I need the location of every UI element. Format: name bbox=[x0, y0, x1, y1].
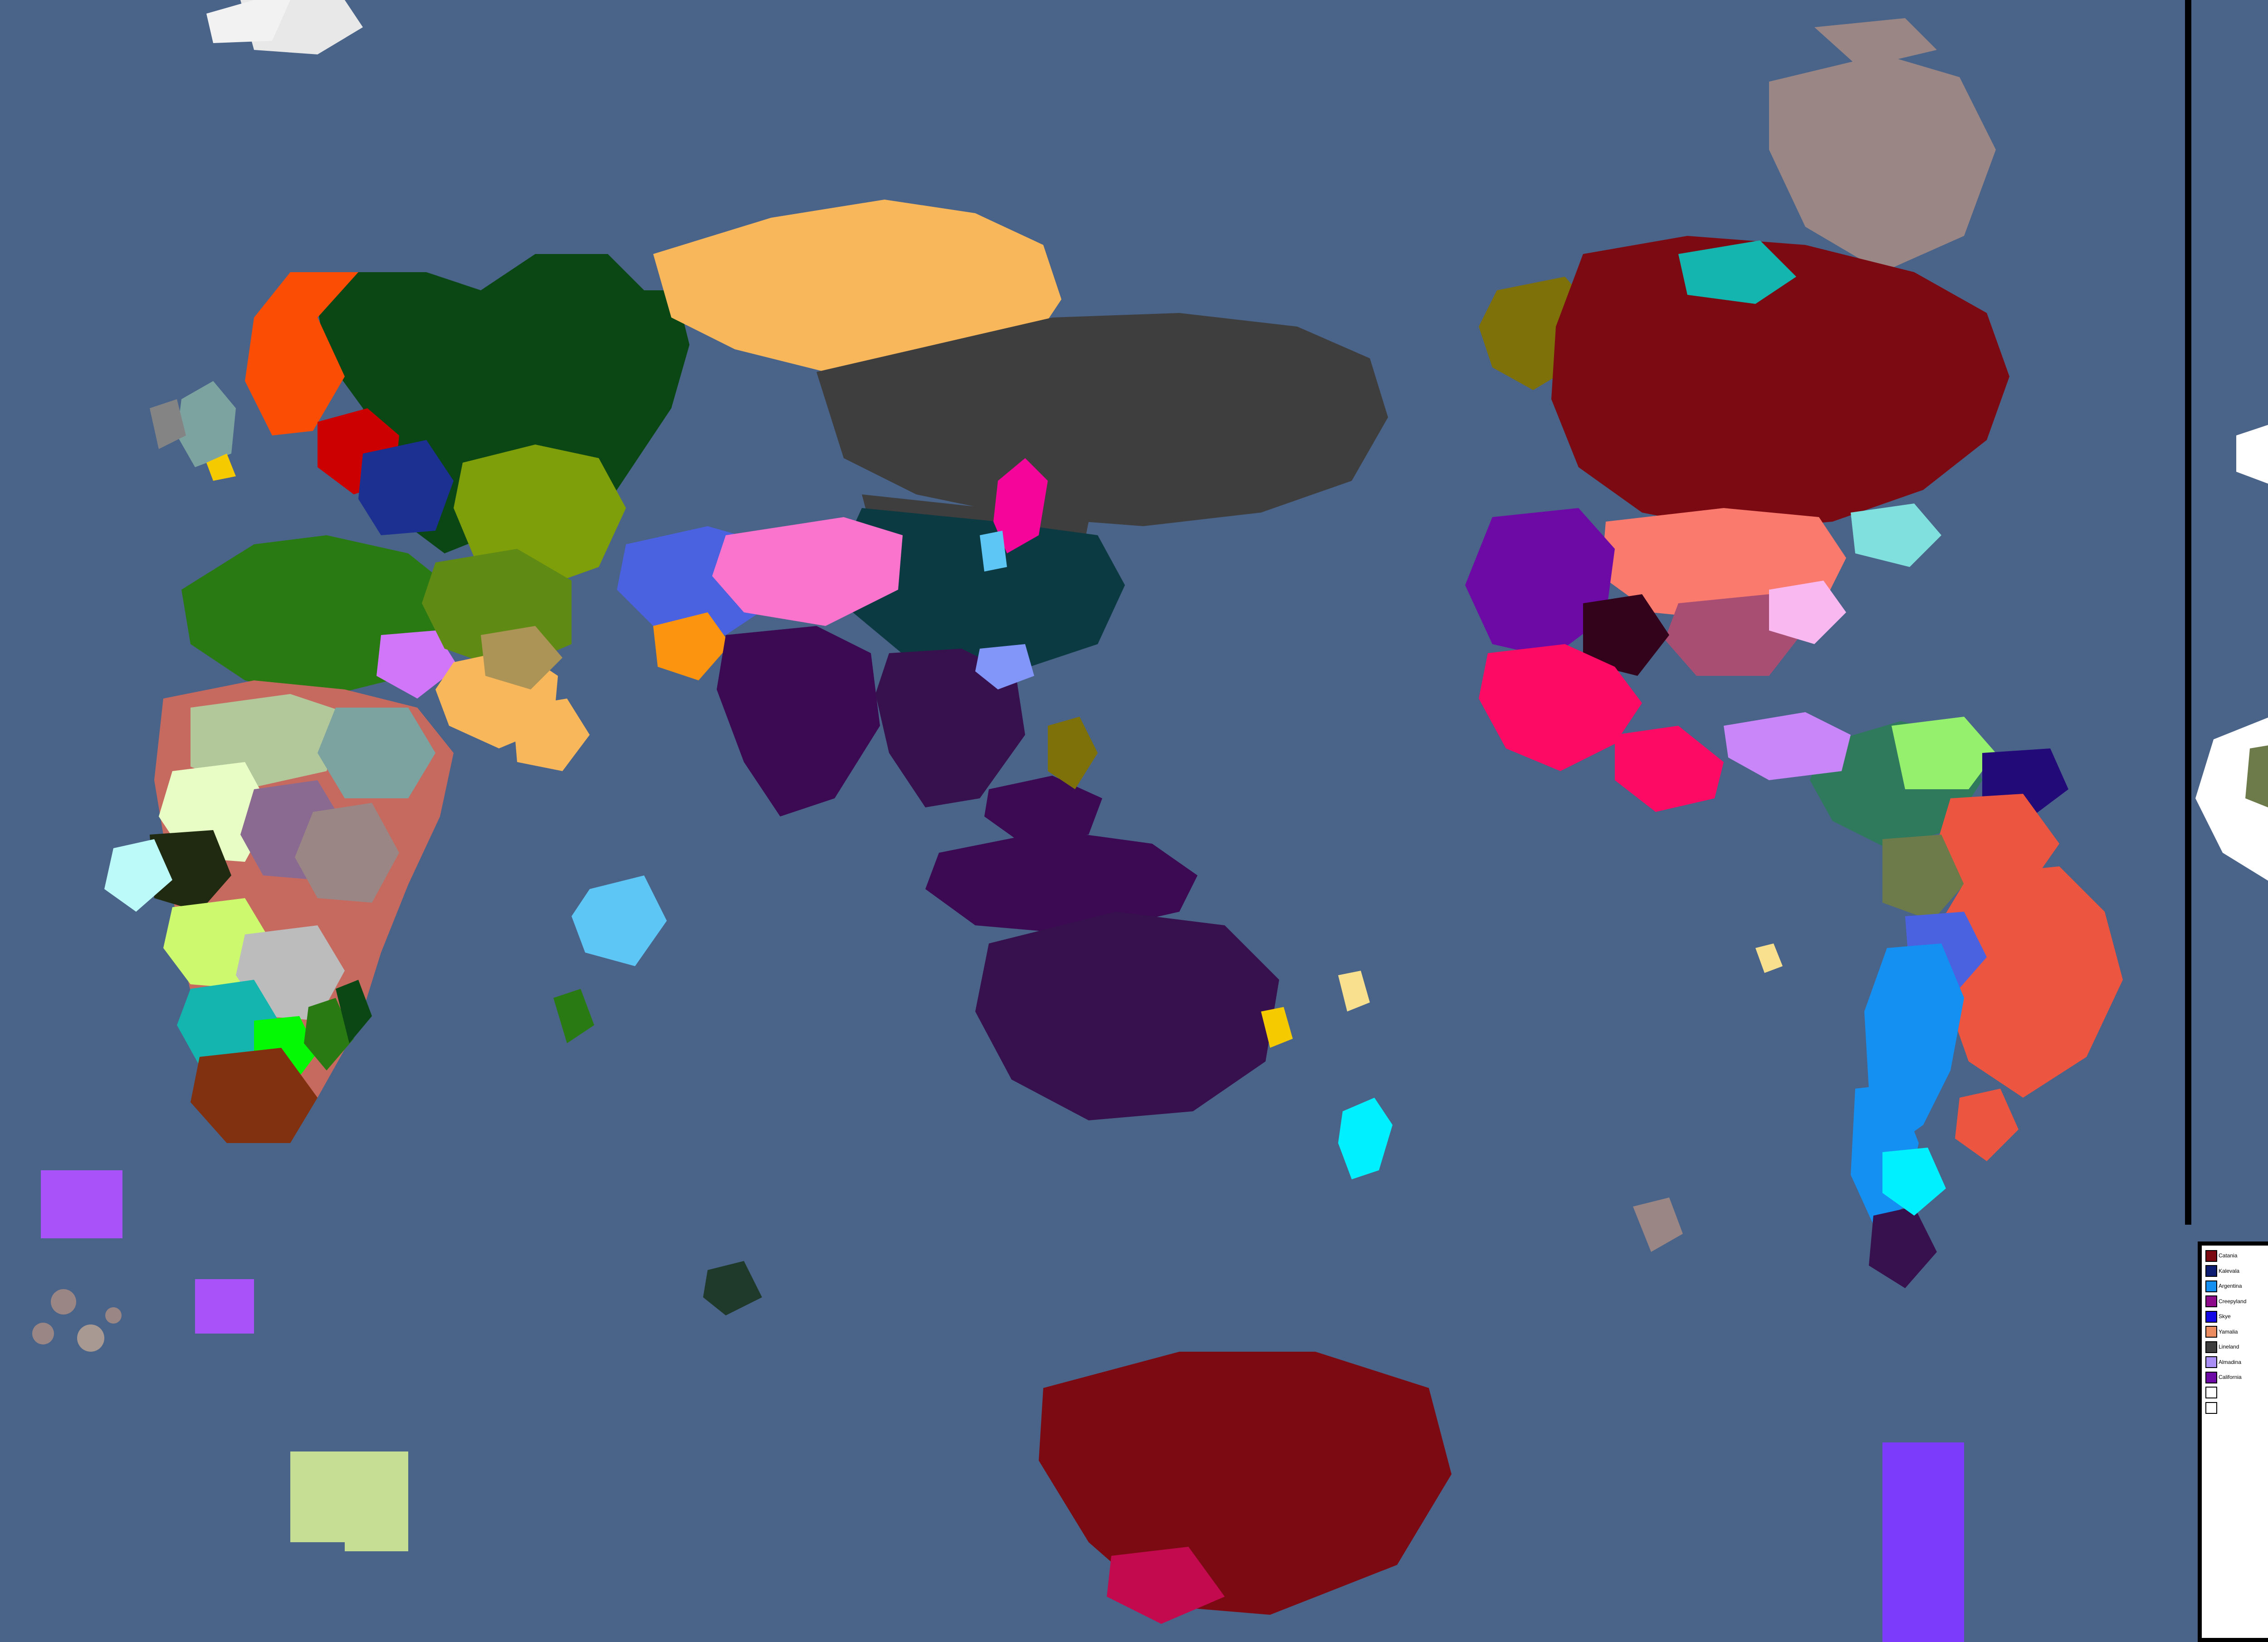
legend-color-swatch bbox=[2205, 1387, 2217, 1399]
legend-label: Kalevala bbox=[2219, 1267, 2240, 1274]
legend-item: Kalevala bbox=[2205, 1264, 2268, 1279]
right-hemisphere bbox=[2195, 425, 2268, 881]
legend-item: California bbox=[2205, 1370, 2268, 1385]
legend-item bbox=[2205, 1385, 2268, 1401]
legend-item: Yamalia bbox=[2205, 1324, 2268, 1340]
legend-label: Almadina bbox=[2219, 1359, 2242, 1365]
legend-color-swatch bbox=[2205, 1250, 2217, 1262]
legend-color-swatch bbox=[2205, 1371, 2217, 1383]
legend-color-swatch bbox=[2205, 1280, 2217, 1292]
legend-label: Creepyland bbox=[2219, 1298, 2247, 1305]
legend-label: Lineland bbox=[2219, 1344, 2239, 1350]
legend-item: Argentina bbox=[2205, 1279, 2268, 1294]
legend-color-swatch bbox=[2205, 1295, 2217, 1308]
legend-item bbox=[2205, 1400, 2268, 1416]
hemisphere-divider bbox=[2185, 0, 2191, 1225]
legend-item: Catania bbox=[2205, 1248, 2268, 1264]
legend-label: Catania bbox=[2219, 1252, 2238, 1259]
legend-item: Skye bbox=[2205, 1309, 2268, 1324]
legend-item: Almadina bbox=[2205, 1355, 2268, 1370]
legend-label: Argentina bbox=[2219, 1283, 2242, 1290]
legend-panel bbox=[2198, 1241, 2268, 1642]
legend-color-swatch bbox=[2205, 1265, 2217, 1277]
left-hemisphere bbox=[104, 0, 2123, 1624]
legend-entry-grid: CataniaIslandiaAlicornEteriaSS of Yorica… bbox=[2205, 1248, 2268, 1636]
legend-label: Yamalia bbox=[2219, 1328, 2238, 1335]
legend-item: Creepyland bbox=[2205, 1294, 2268, 1310]
misc-blocks bbox=[32, 943, 1964, 1642]
legend-label: Skye bbox=[2219, 1313, 2231, 1320]
legend-color-swatch bbox=[2205, 1356, 2217, 1368]
legend-label: California bbox=[2219, 1374, 2242, 1381]
legend-color-swatch bbox=[2205, 1402, 2217, 1414]
legend-color-swatch bbox=[2205, 1326, 2217, 1338]
legend-color-swatch bbox=[2205, 1341, 2217, 1353]
legend-item: Lineland bbox=[2205, 1339, 2268, 1355]
legend-color-swatch bbox=[2205, 1310, 2217, 1323]
